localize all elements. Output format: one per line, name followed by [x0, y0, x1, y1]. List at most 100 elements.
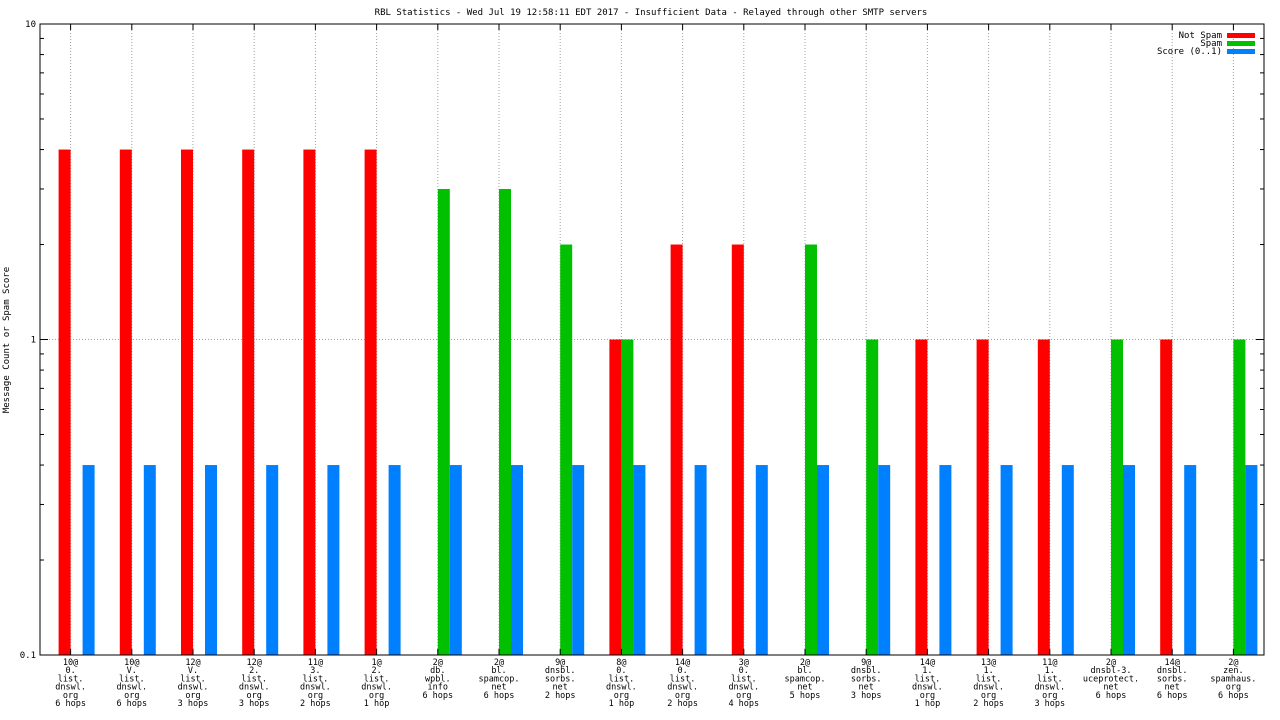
x-tick-label-line: dnswl. — [178, 683, 209, 693]
x-tick-label-line: 14@ — [675, 658, 690, 668]
x-tick-label-line: 13@ — [981, 658, 996, 668]
x-tick-label-line: sorbs. — [545, 674, 576, 684]
bar-score — [878, 465, 891, 655]
x-tick-label-line: sorbs. — [1157, 674, 1188, 684]
x-tick-label-line: org — [185, 691, 200, 701]
x-tick-label-line: dnswl. — [239, 683, 270, 693]
bar-score — [1184, 465, 1197, 655]
bar-not-spam — [181, 149, 193, 655]
x-tick-label-line: org — [1226, 683, 1241, 693]
bar-spam — [1111, 339, 1123, 655]
y-axis: 0.1 1 10 — [20, 20, 1264, 661]
x-tick-label-line: bl. — [491, 666, 506, 676]
x-tick-label-line: dnswl. — [116, 683, 147, 693]
bar-score — [1061, 465, 1074, 655]
bar-spam — [499, 188, 511, 655]
x-tick-label-line: 3. — [310, 666, 320, 676]
x-tick-label-line: dnsbl. — [851, 666, 882, 676]
x-tick-label-line: org — [124, 691, 139, 701]
bar-not-spam — [915, 339, 928, 655]
x-tick-label-line: net — [859, 683, 874, 693]
bar-not-spam — [364, 149, 377, 655]
bar-spam — [437, 188, 450, 655]
x-tick-label-line: dnswl. — [667, 683, 698, 693]
x-tick-label-line: list. — [119, 674, 145, 684]
x-tick-label: 12@ V. list. dnswl. org 3 hops — [178, 658, 209, 709]
x-tick-label-line: dnsbl-3. — [1091, 666, 1132, 676]
x-tick-label-line: spamhaus. — [1210, 674, 1256, 684]
x-tick-label: 14@ 1. list. dnswl. org 1 hop — [912, 658, 943, 709]
x-tick-label-line: dnswl. — [55, 683, 86, 693]
x-tick-label-line: list. — [180, 674, 206, 684]
x-tick-label-line: wpbl. — [425, 674, 451, 684]
bar-not-spam — [303, 149, 316, 655]
x-tick-label-line: org — [981, 691, 996, 701]
x-tick-label-line: 10@ — [63, 658, 78, 668]
bar-score — [1123, 465, 1135, 655]
x-tick-label-line: 2 hops — [973, 699, 1004, 709]
x-tick-label-line: 8@ — [616, 658, 626, 668]
bar-spam — [560, 244, 573, 656]
x-tick-label-line: dnsbl. — [545, 666, 576, 676]
x-tick-label: 10@ 0. list. dnswl. org 6 hops — [55, 658, 86, 709]
x-tick-label-line: zen. — [1223, 666, 1243, 676]
bar-not-spam — [1037, 339, 1050, 655]
x-tick-label: 2@ bl. spamcop. net 5 hops — [785, 658, 826, 701]
x-tick-label: 9@ dnsbl. sorbs. net 2 hops — [545, 658, 576, 701]
x-tick-label-line: org — [308, 691, 323, 701]
bar-score — [694, 465, 707, 655]
x-tick-label-line: V. — [188, 666, 198, 676]
x-tick-label: 1@ 2. list. dnswl. org 1 hop — [361, 658, 392, 709]
x-tick-label-line: dnswl. — [912, 683, 943, 693]
bar-score — [572, 465, 585, 655]
x-tick-label-line: dnswl. — [361, 683, 392, 693]
bar-score — [266, 465, 279, 655]
x-tick-label-line: 1 hop — [364, 699, 390, 709]
y-tick-label: 10 — [25, 20, 36, 30]
x-tick-label-line: 0. — [739, 666, 749, 676]
x-tick-label-line: sorbs. — [851, 674, 882, 684]
x-tick-label-line: list. — [915, 674, 941, 684]
x-tick-label-line: 1. — [922, 666, 932, 676]
x-tick-label-line: spamcop. — [785, 674, 826, 684]
bar-score — [633, 465, 646, 655]
x-tick-label-line: list. — [670, 674, 696, 684]
bar-score — [388, 465, 401, 655]
bar-score — [205, 465, 217, 655]
x-tick-label-line: org — [614, 691, 629, 701]
x-tick-label: 2@ db. wpbl. info 6 hops — [422, 658, 453, 701]
x-tick-label-line: 2. — [371, 666, 381, 676]
bar-spam — [621, 339, 634, 655]
x-tick-label: 12@ 2. list. dnswl. org 3 hops — [239, 658, 270, 709]
x-tick-label-line: 3 hops — [178, 699, 209, 709]
x-tick-label: 14@ dnsbl. sorbs. net 6 hops — [1157, 658, 1188, 701]
x-tick-label-line: net — [553, 683, 568, 693]
bar-score — [817, 465, 829, 655]
legend-label: Score (0..1) — [1157, 47, 1222, 57]
x-tick-label-line: 1 hop — [915, 699, 941, 709]
x-tick-label-line: spamcop. — [479, 674, 520, 684]
x-tick-label-line: db. — [430, 666, 445, 676]
x-tick-label-line: 6 hops — [55, 699, 86, 709]
bar-not-spam — [976, 339, 989, 655]
x-tick-label-line: 2 hops — [300, 699, 331, 709]
x-tick-label-line: 3 hops — [239, 699, 270, 709]
x-tick-label-line: 3 hops — [851, 691, 882, 701]
x-tick-label-line: list. — [303, 674, 329, 684]
x-tick-label-line: net — [797, 683, 812, 693]
x-tick-label-line: 9@ — [861, 658, 871, 668]
x-tick-label: 11@ 1. list. dnswl. org 3 hops — [1034, 658, 1065, 709]
x-tick-label: 8@ 0. list. dnswl. org 1 hop — [606, 658, 637, 709]
bar-not-spam — [119, 149, 132, 655]
bar-not-spam — [58, 149, 71, 655]
x-tick-label: 13@ 1. list. dnswl. org 2 hops — [973, 658, 1004, 709]
x-tick-label-line: 11@ — [1042, 658, 1057, 668]
x-tick-label-line: 6 hops — [1096, 691, 1127, 701]
x-tick-label-line: 2@ — [494, 658, 504, 668]
x-tick-label: 2@ dnsbl-3. uceprotect. net 6 hops — [1083, 658, 1139, 701]
legend-label: Not Spam — [1179, 31, 1222, 41]
x-tick-label-line: 1. — [983, 666, 993, 676]
x-tick-label-line: dnswl. — [1034, 683, 1065, 693]
bar-score — [327, 465, 340, 655]
x-tick-label-line: V. — [127, 666, 137, 676]
